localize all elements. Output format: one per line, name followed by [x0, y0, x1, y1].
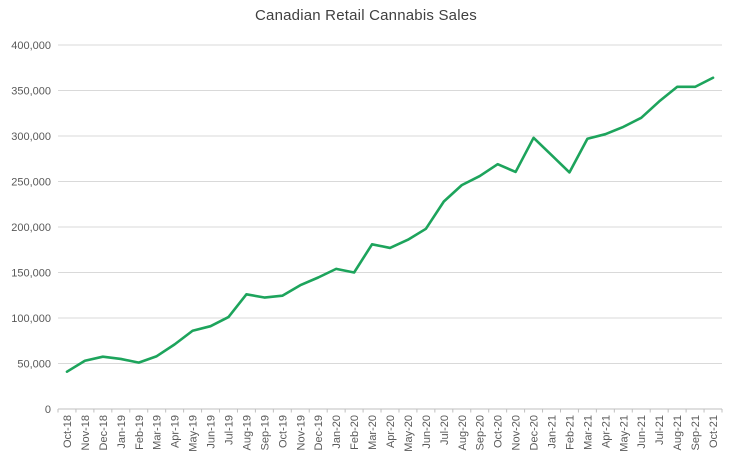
x-axis-label: Jun-20 — [421, 415, 433, 449]
y-axis-label: 50,000 — [17, 359, 51, 371]
y-axis-label: 100,000 — [11, 313, 51, 325]
y-axis-label: 300,000 — [11, 131, 51, 143]
x-axis-label: Sep-20 — [475, 415, 487, 450]
x-axis-label: Oct-19 — [277, 415, 289, 448]
x-axis-label: Oct-21 — [708, 415, 720, 448]
x-axis-label: Jan-19 — [116, 415, 128, 449]
x-axis-label: Jan-21 — [547, 415, 559, 449]
x-axis-label: Jun-21 — [636, 415, 648, 449]
x-axis-label: Sep-19 — [259, 415, 271, 450]
x-axis-label: Oct-18 — [62, 415, 74, 448]
chart-title: Canadian Retail Cannabis Sales — [255, 7, 477, 24]
x-axis-label: Nov-19 — [295, 415, 307, 450]
y-axis-label: 250,000 — [11, 177, 51, 189]
x-axis-label: Apr-21 — [600, 415, 612, 448]
x-axis-label: Apr-19 — [170, 415, 182, 448]
x-axis-label: Jul-19 — [223, 415, 235, 445]
x-axis-label: Feb-19 — [134, 415, 146, 450]
x-axis-label: Mar-19 — [152, 415, 164, 450]
x-axis-label: Mar-21 — [582, 415, 594, 450]
x-axis-label: Feb-20 — [349, 415, 361, 450]
y-axis-label: 350,000 — [11, 86, 51, 98]
x-axis-label: Feb-21 — [564, 415, 576, 450]
x-axis-label: Dec-19 — [313, 415, 325, 450]
x-axis-label: May-19 — [188, 415, 200, 452]
x-axis-label: May-20 — [403, 415, 415, 452]
y-axis-label: 200,000 — [11, 222, 51, 234]
x-axis-label: Oct-20 — [493, 415, 505, 448]
x-axis-label: Jul-21 — [654, 415, 666, 445]
x-axis-label: Aug-19 — [241, 415, 253, 450]
x-axis-label: May-21 — [618, 415, 630, 452]
sales-line-series — [65, 76, 715, 373]
y-axis-label: 150,000 — [11, 268, 51, 280]
x-axis-label: Dec-18 — [98, 415, 110, 450]
x-axis-label: Sep-21 — [690, 415, 702, 450]
x-axis-label: Aug-21 — [672, 415, 684, 450]
x-axis-label: Dec-20 — [529, 415, 541, 450]
x-axis-label: Jun-19 — [206, 415, 218, 449]
x-axis-label: Apr-20 — [385, 415, 397, 448]
y-axis-label: 0 — [45, 404, 51, 416]
x-axis-label: Mar-20 — [367, 415, 379, 450]
x-axis-label: Jan-20 — [331, 415, 343, 449]
x-axis-label: Nov-20 — [511, 415, 523, 450]
y-axis-label: 400,000 — [11, 40, 51, 52]
x-axis-label: Nov-18 — [80, 415, 92, 450]
x-axis-label: Jul-20 — [439, 415, 451, 445]
x-axis-label: Aug-20 — [457, 415, 469, 450]
